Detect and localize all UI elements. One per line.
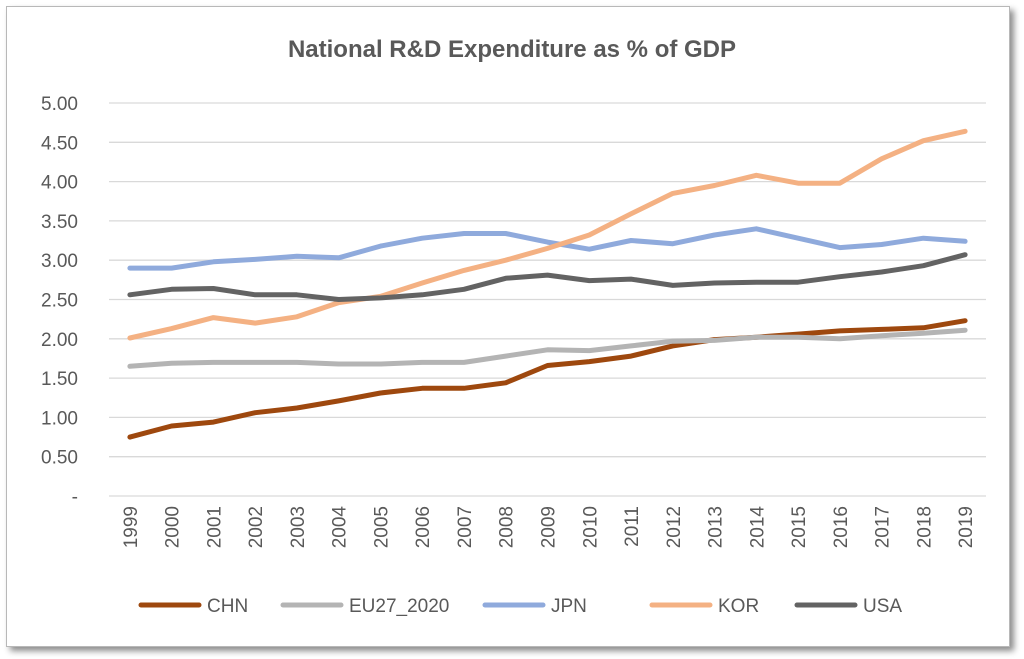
x-tick-label: 2007 bbox=[455, 506, 476, 548]
y-tick-label: 4.00 bbox=[41, 173, 78, 194]
y-tick-label: 1.50 bbox=[41, 369, 78, 390]
x-tick-label: 2016 bbox=[831, 506, 852, 548]
y-tick-label: 4.50 bbox=[41, 133, 78, 154]
x-tick-label: 2003 bbox=[288, 506, 309, 548]
x-tick-label: 2006 bbox=[413, 506, 434, 548]
x-tick-label: 1999 bbox=[121, 506, 142, 548]
x-tick-label: 2011 bbox=[622, 506, 643, 547]
y-tick-label: 2.00 bbox=[41, 330, 78, 351]
legend-label: EU27_2020 bbox=[349, 596, 449, 617]
gridlines bbox=[109, 102, 986, 497]
x-tick-label: 2012 bbox=[664, 506, 685, 548]
x-tick-label: 2000 bbox=[163, 506, 184, 548]
y-tick-label: - bbox=[72, 487, 78, 508]
y-tick-label: 1.00 bbox=[41, 408, 78, 429]
legend-label: JPN bbox=[551, 596, 587, 617]
x-tick-label: 2015 bbox=[789, 506, 810, 548]
x-tick-label: 2001 bbox=[204, 506, 225, 548]
series-line-chn bbox=[127, 318, 968, 440]
series-lines bbox=[127, 128, 968, 440]
x-tick-label: 2018 bbox=[914, 506, 935, 548]
series-line-usa bbox=[127, 252, 968, 302]
y-tick-label: 2.50 bbox=[41, 291, 78, 312]
legend: CHN EU27_2020 JPN KOR USA bbox=[138, 596, 902, 617]
x-axis-tick-labels: 1999 2000 2001 2002 2003 2004 2005 2006 2007 2008… bbox=[121, 506, 977, 549]
legend-label: CHN bbox=[207, 596, 248, 617]
x-tick-label: 2017 bbox=[873, 506, 894, 548]
legend-label: USA bbox=[863, 596, 902, 617]
x-tick-label: 2013 bbox=[706, 506, 727, 548]
x-tick-label: 2002 bbox=[246, 506, 267, 548]
x-tick-label: 2010 bbox=[580, 506, 601, 548]
x-tick-label: 2008 bbox=[497, 506, 518, 548]
y-tick-label: 5.00 bbox=[41, 94, 78, 115]
y-tick-label: 3.00 bbox=[41, 251, 78, 272]
x-tick-label: 2019 bbox=[956, 506, 977, 548]
series-line-eu27-2020 bbox=[127, 327, 968, 369]
y-axis-tick-labels: - 0.50 1.00 1.50 2.00 2.50 3.00 3.50 4.00 4.50 5.0… bbox=[41, 94, 78, 508]
y-tick-label: 3.50 bbox=[41, 212, 78, 233]
chart-title: National R&D Expenditure as % of GDP bbox=[288, 36, 736, 63]
series-line-jpn bbox=[127, 226, 968, 271]
x-tick-label: 2009 bbox=[539, 506, 560, 548]
x-tick-label: 2014 bbox=[747, 506, 768, 549]
x-tick-label: 2004 bbox=[330, 506, 351, 549]
legend-label: KOR bbox=[718, 596, 759, 617]
x-tick-label: 2005 bbox=[371, 506, 392, 548]
y-tick-label: 0.50 bbox=[41, 448, 78, 469]
series-line-kor bbox=[127, 128, 968, 341]
